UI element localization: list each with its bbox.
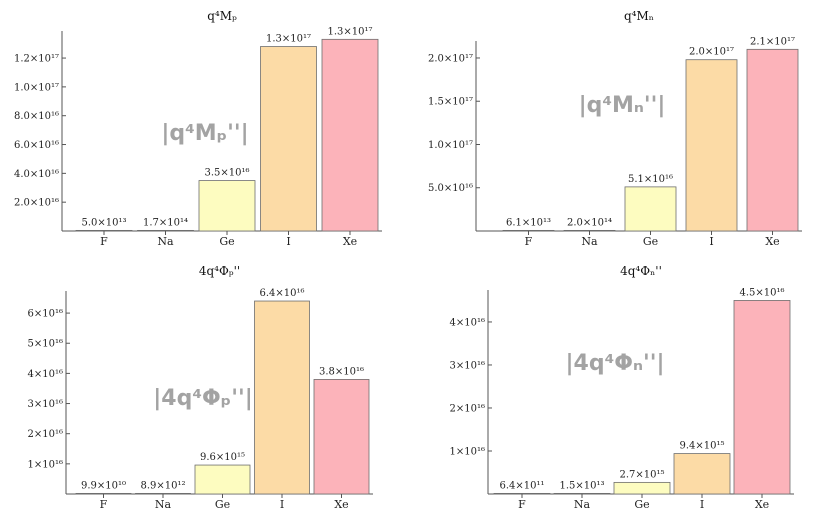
data-label: 2.7×10¹⁵ xyxy=(619,469,664,480)
category-label: Xe xyxy=(755,498,769,510)
bar xyxy=(135,492,191,495)
panel-title: 4q⁴Φₚ'' xyxy=(199,264,240,278)
data-label: 1.5×10¹³ xyxy=(559,480,604,491)
data-label: 1.3×10¹⁷ xyxy=(327,26,372,37)
bar xyxy=(613,481,671,495)
data-label: 9.4×10¹⁵ xyxy=(679,441,724,452)
category-label: Na xyxy=(157,235,174,248)
y-tick-label: 2.0×10¹⁷ xyxy=(428,53,473,64)
y-tick-label: 5.0×10¹⁶ xyxy=(428,183,473,194)
bar xyxy=(624,186,677,232)
y-tick-label: 1.5×10¹⁷ xyxy=(428,97,473,108)
y-tick-label: 3×10¹⁶ xyxy=(450,360,485,371)
y-tick-label: 1×10¹⁶ xyxy=(450,446,485,457)
category-label: Ge xyxy=(219,235,234,248)
y-tick-label: 2×10¹⁶ xyxy=(28,429,63,440)
plot-annotation: |4q⁴Φₙ''| xyxy=(566,351,665,376)
category-label: Xe xyxy=(343,235,357,248)
bar xyxy=(75,229,133,232)
bar xyxy=(137,229,194,232)
bar xyxy=(746,48,799,232)
bar xyxy=(685,59,738,232)
y-tick-label: 1×10¹⁶ xyxy=(28,459,63,470)
plot-annotation: |q⁴Mₚ''| xyxy=(161,121,248,146)
category-label: I xyxy=(280,498,284,510)
y-tick-label: 1.0×10¹⁷ xyxy=(14,82,59,93)
category-label: Ge xyxy=(634,498,649,510)
category-label: Ge xyxy=(643,235,658,248)
plot-annotation: |q⁴Mₙ''| xyxy=(579,93,666,118)
bar xyxy=(260,46,317,232)
data-label: 2.0×10¹⁴ xyxy=(567,217,612,228)
y-tick-label: 5×10¹⁶ xyxy=(28,339,63,350)
data-label: 3.5×10¹⁶ xyxy=(204,168,249,179)
data-label: 6.4×10¹¹ xyxy=(499,480,544,491)
bar xyxy=(673,453,731,495)
y-tick-label: 8.0×10¹⁶ xyxy=(14,111,59,122)
data-label: 3.8×10¹⁶ xyxy=(319,366,364,377)
y-tick-label: 4×10¹⁶ xyxy=(28,369,63,380)
data-label: 4.5×10¹⁶ xyxy=(739,287,784,298)
category-label: Na xyxy=(581,235,598,248)
bar xyxy=(194,464,251,495)
bar xyxy=(563,229,616,232)
panel-title: q⁴Mₚ xyxy=(207,9,237,23)
category-label: I xyxy=(709,235,713,248)
category-label: Na xyxy=(574,498,591,510)
data-label: 9.9×10¹⁰ xyxy=(81,480,126,491)
category-label: F xyxy=(525,235,533,248)
bar xyxy=(553,492,611,495)
y-tick-label: 1.2×10¹⁷ xyxy=(14,54,59,65)
data-label: 9.6×10¹⁵ xyxy=(200,452,245,463)
data-label: 5.1×10¹⁶ xyxy=(628,174,673,185)
panel-title: 4q⁴Φₙ'' xyxy=(620,264,662,278)
data-label: 6.1×10¹³ xyxy=(506,217,551,228)
bar xyxy=(502,229,555,232)
data-label: 5.0×10¹³ xyxy=(81,217,126,228)
category-label: F xyxy=(100,498,108,510)
y-tick-label: 4×10¹⁶ xyxy=(450,317,485,328)
y-tick-label: 3×10¹⁶ xyxy=(28,399,63,410)
y-tick-label: 2×10¹⁶ xyxy=(450,403,485,414)
category-label: I xyxy=(700,498,704,510)
plot-annotation: |4q⁴Φₚ''| xyxy=(153,386,252,411)
data-label: 1.3×10¹⁷ xyxy=(266,34,311,45)
y-tick-label: 6×10¹⁶ xyxy=(28,309,63,320)
panel-title: q⁴Mₙ xyxy=(624,9,654,23)
category-label: F xyxy=(518,498,526,510)
bar xyxy=(75,492,132,495)
data-label: 2.0×10¹⁷ xyxy=(689,47,734,58)
bar xyxy=(198,180,256,232)
y-tick-label: 2.0×10¹⁶ xyxy=(14,198,59,209)
y-tick-label: 4.0×10¹⁶ xyxy=(14,169,59,180)
data-label: 8.9×10¹² xyxy=(140,480,185,491)
data-label: 1.7×10¹⁴ xyxy=(143,217,188,228)
category-label: Xe xyxy=(765,235,779,248)
bar xyxy=(321,38,379,232)
data-label: 2.1×10¹⁷ xyxy=(750,36,795,47)
category-label: F xyxy=(100,235,108,248)
category-label: I xyxy=(286,235,290,248)
y-tick-label: 6.0×10¹⁶ xyxy=(14,140,59,151)
bar xyxy=(254,300,310,495)
category-label: Na xyxy=(155,498,172,510)
bar xyxy=(493,492,551,495)
data-label: 6.4×10¹⁶ xyxy=(259,288,304,299)
bar xyxy=(733,300,791,495)
bar xyxy=(313,379,370,495)
category-label: Xe xyxy=(334,498,348,510)
y-tick-label: 1.0×10¹⁷ xyxy=(428,140,473,151)
category-label: Ge xyxy=(215,498,230,510)
